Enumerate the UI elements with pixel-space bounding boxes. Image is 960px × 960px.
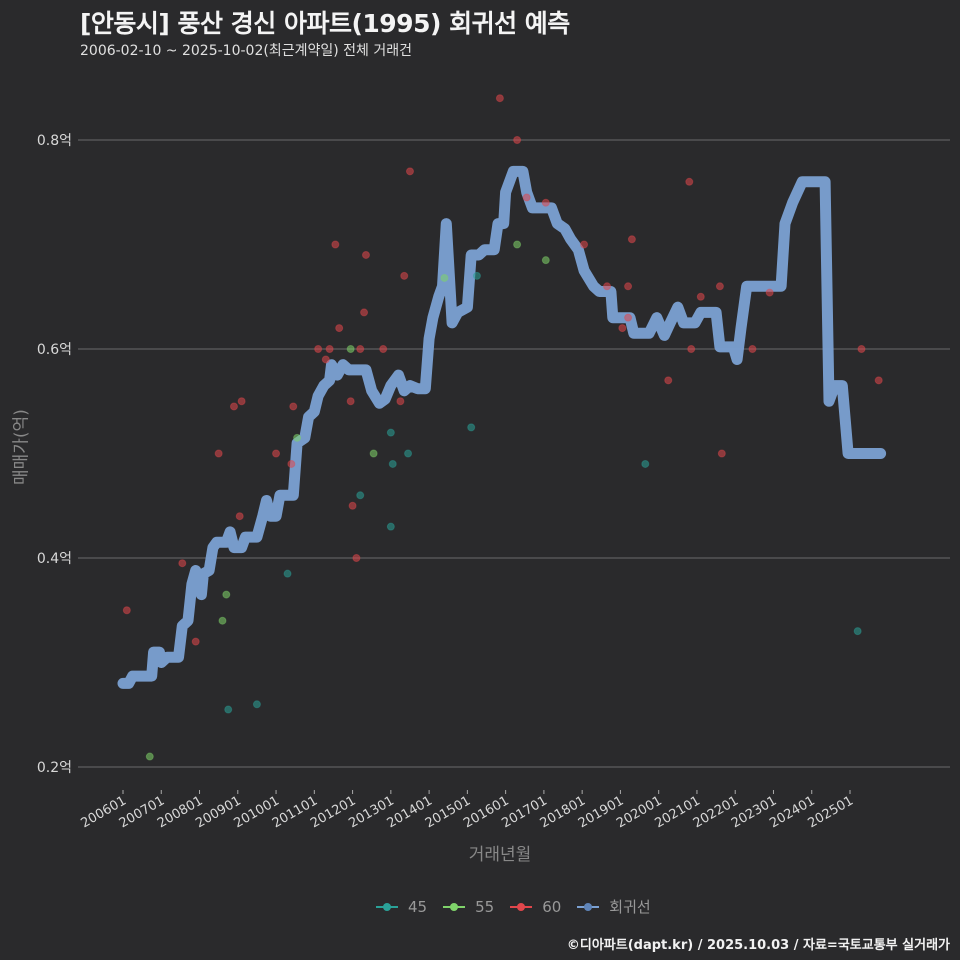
data-point-60 bbox=[396, 397, 405, 406]
chart-subtitle: 2006-02-10 ~ 2025-10-02(최근계약일) 전체 거래건 bbox=[80, 43, 412, 59]
data-point-60 bbox=[685, 177, 694, 186]
legend-key-icon bbox=[510, 901, 533, 913]
data-point-60 bbox=[874, 376, 883, 385]
data-point-60 bbox=[618, 324, 627, 333]
y-tick-label: 0.8억 bbox=[37, 133, 72, 149]
data-point-60 bbox=[214, 449, 223, 458]
data-point-60 bbox=[335, 324, 344, 333]
data-point-60 bbox=[352, 554, 361, 562]
data-point-60 bbox=[495, 94, 504, 103]
legend: 45 55 60 회귀선 bbox=[376, 896, 657, 917]
data-point-60 bbox=[289, 402, 298, 411]
data-point-60 bbox=[857, 345, 866, 353]
data-point-60 bbox=[405, 167, 414, 176]
data-point-60 bbox=[229, 402, 238, 411]
data-point-60 bbox=[287, 459, 296, 468]
data-point-45 bbox=[472, 271, 481, 280]
data-point-60 bbox=[361, 250, 370, 259]
data-point-60 bbox=[331, 240, 340, 249]
legend-item-60[interactable]: 60 bbox=[510, 898, 561, 916]
data-point-55 bbox=[293, 433, 302, 442]
legend-item-regression[interactable]: 회귀선 bbox=[577, 896, 651, 917]
data-point-60 bbox=[325, 345, 334, 353]
data-point-60 bbox=[400, 271, 409, 280]
y-tick-label: 0.4억 bbox=[37, 551, 72, 567]
y-axis-label: 매매가(억) bbox=[11, 409, 32, 485]
legend-item-55[interactable]: 55 bbox=[443, 898, 494, 916]
regression-line bbox=[117, 165, 887, 689]
data-point-60 bbox=[603, 282, 612, 291]
data-point-55 bbox=[369, 449, 378, 458]
data-point-55 bbox=[541, 256, 550, 265]
data-point-55 bbox=[440, 273, 449, 282]
footer-credit: ©디아파트(dapt.kr) / 2025.10.03 / 자료=국토교통부 실… bbox=[566, 938, 950, 953]
data-point-60 bbox=[272, 449, 281, 458]
y-tick-label: 0.6억 bbox=[37, 342, 72, 358]
data-point-45 bbox=[252, 700, 261, 709]
data-point-45 bbox=[224, 705, 233, 714]
data-point-45 bbox=[404, 449, 413, 458]
legend-item-45[interactable]: 45 bbox=[376, 898, 427, 916]
data-point-60 bbox=[379, 345, 388, 353]
data-point-55 bbox=[218, 616, 227, 625]
legend-key-icon bbox=[443, 901, 466, 913]
data-point-60 bbox=[191, 637, 200, 646]
legend-label: 45 bbox=[408, 897, 428, 916]
data-point-60 bbox=[696, 292, 705, 301]
data-point-60 bbox=[237, 397, 246, 406]
data-point-60 bbox=[235, 512, 244, 521]
data-point-60 bbox=[122, 606, 131, 615]
legend-label: 55 bbox=[475, 897, 495, 916]
data-point-60 bbox=[765, 288, 774, 297]
data-point-55 bbox=[222, 590, 231, 599]
legend-label: 회귀선 bbox=[609, 898, 651, 916]
data-point-60 bbox=[717, 449, 726, 458]
x-axis-label: 거래년월 bbox=[468, 845, 532, 865]
data-point-60 bbox=[522, 193, 531, 202]
data-point-60 bbox=[664, 376, 673, 385]
legend-key-icon bbox=[577, 901, 600, 913]
data-point-45 bbox=[356, 491, 365, 500]
data-point-45 bbox=[853, 627, 862, 636]
data-point-60 bbox=[715, 282, 724, 291]
data-point-60 bbox=[624, 313, 633, 322]
legend-label: 60 bbox=[542, 897, 562, 916]
data-point-60 bbox=[687, 345, 696, 353]
data-point-60 bbox=[346, 397, 355, 406]
data-point-60 bbox=[348, 501, 357, 510]
data-point-60 bbox=[624, 282, 633, 291]
data-point-60 bbox=[748, 345, 757, 353]
data-point-45 bbox=[467, 423, 476, 432]
data-point-45 bbox=[388, 459, 397, 468]
data-point-60 bbox=[513, 136, 522, 144]
y-tick-label: 0.2억 bbox=[37, 760, 72, 776]
legend-key-icon bbox=[376, 901, 398, 913]
data-point-60 bbox=[356, 345, 365, 353]
data-point-45 bbox=[641, 459, 650, 468]
data-point-55 bbox=[346, 345, 355, 353]
data-point-60 bbox=[314, 345, 323, 353]
data-point-55 bbox=[513, 240, 522, 249]
data-point-60 bbox=[580, 240, 589, 249]
data-point-60 bbox=[627, 235, 636, 244]
data-point-60 bbox=[178, 559, 187, 568]
data-point-45 bbox=[386, 522, 395, 531]
chart-title: [안동시] 풍산 경신 아파트(1995) 회귀선 예측 bbox=[80, 9, 570, 38]
data-point-45 bbox=[283, 569, 292, 578]
data-point-60 bbox=[541, 198, 550, 207]
data-point-55 bbox=[145, 752, 154, 761]
data-point-60 bbox=[321, 355, 330, 364]
data-point-45 bbox=[386, 428, 395, 437]
data-point-60 bbox=[360, 308, 369, 317]
